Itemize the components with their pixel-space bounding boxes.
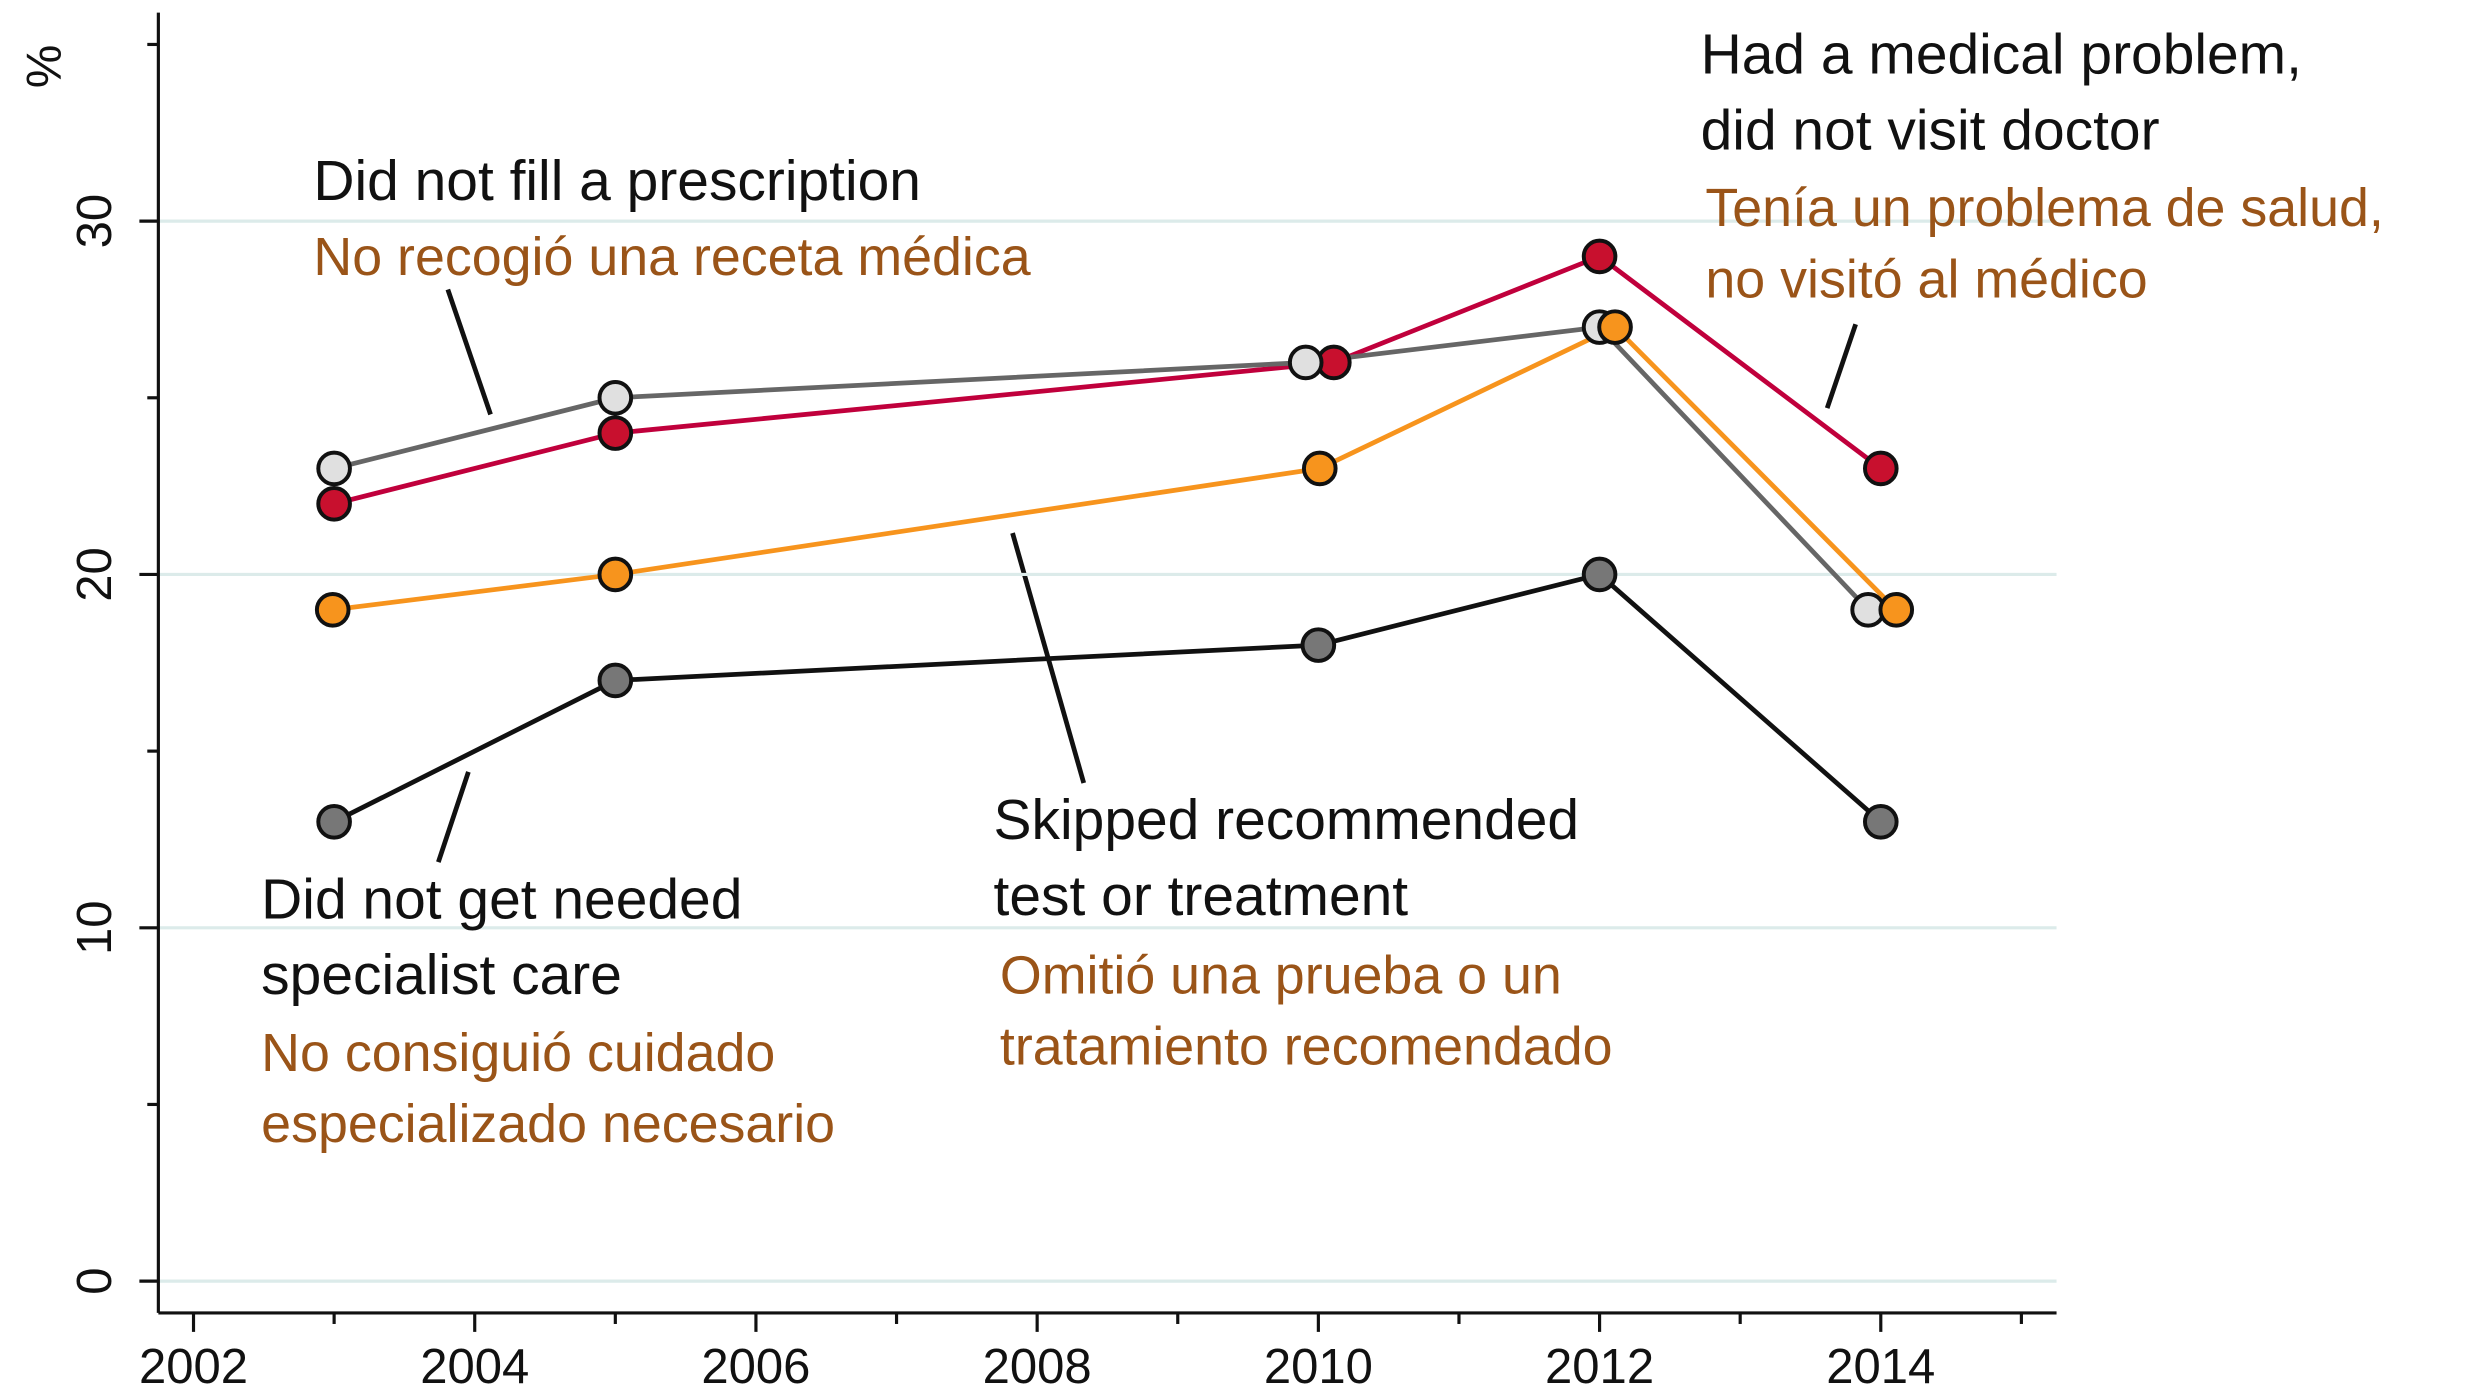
- x-tick-label: 2010: [1264, 1340, 1373, 1392]
- annotation-en: did not visit doctor: [1701, 99, 2160, 163]
- marker: [1581, 238, 1618, 275]
- annotation-en: Skipped recommended: [994, 788, 1580, 852]
- y-tick-label: 10: [68, 901, 122, 956]
- annotation-en: Had a medical problem,: [1701, 23, 2302, 87]
- x-tick-label: 2004: [420, 1340, 529, 1392]
- marker: [1287, 344, 1324, 381]
- series-line: [332, 324, 1898, 613]
- x-tick-label: 2014: [1826, 1340, 1935, 1392]
- annotation-es: tratamiento recomendado: [1000, 1017, 1613, 1077]
- y-tick-label: 0: [68, 1267, 122, 1294]
- marker: [316, 450, 352, 487]
- annotation-es: No recogió una receta médica: [313, 227, 1030, 287]
- annotation-es: no visitó al médico: [1705, 249, 2147, 309]
- marker: [1862, 450, 1899, 487]
- marker: [314, 591, 351, 628]
- marker: [597, 415, 634, 451]
- y-tick-label: 20: [68, 547, 122, 602]
- annotation-en: Did not fill a prescription: [313, 149, 921, 213]
- series-line: [333, 324, 1870, 612]
- marker: [316, 803, 352, 840]
- series-line: [333, 571, 1883, 824]
- marker: [1581, 556, 1618, 593]
- leader-line: [1824, 323, 1858, 409]
- annotation-es: Omitió una prueba o un: [1000, 945, 1562, 1005]
- marker: [597, 556, 634, 593]
- x-tick-label: 2006: [701, 1340, 810, 1392]
- annotation-en: specialist care: [261, 943, 622, 1007]
- annotation-en: Did not get needed: [261, 867, 742, 931]
- marker: [1878, 591, 1915, 628]
- y-tick-label: 30: [68, 194, 122, 249]
- x-tick-label: 2012: [1545, 1340, 1654, 1392]
- leader-line: [445, 288, 493, 416]
- annotation-es: especializado necesario: [261, 1094, 835, 1154]
- x-tick-label: 2002: [139, 1340, 248, 1392]
- marker: [1300, 627, 1337, 663]
- marker: [597, 379, 634, 416]
- marker: [597, 662, 634, 699]
- x-tick-label: 2008: [983, 1340, 1092, 1392]
- marker: [1862, 803, 1899, 840]
- annotation-es: Tenía un problema de salud,: [1705, 178, 2384, 238]
- marker: [316, 485, 352, 522]
- annotation-en: test or treatment: [994, 864, 1409, 928]
- marker: [1301, 450, 1338, 487]
- annotation-es: No consiguió cuidado: [261, 1023, 775, 1083]
- leader-line: [436, 771, 471, 863]
- marker: [1597, 309, 1633, 345]
- y-axis-label: %: [18, 45, 72, 89]
